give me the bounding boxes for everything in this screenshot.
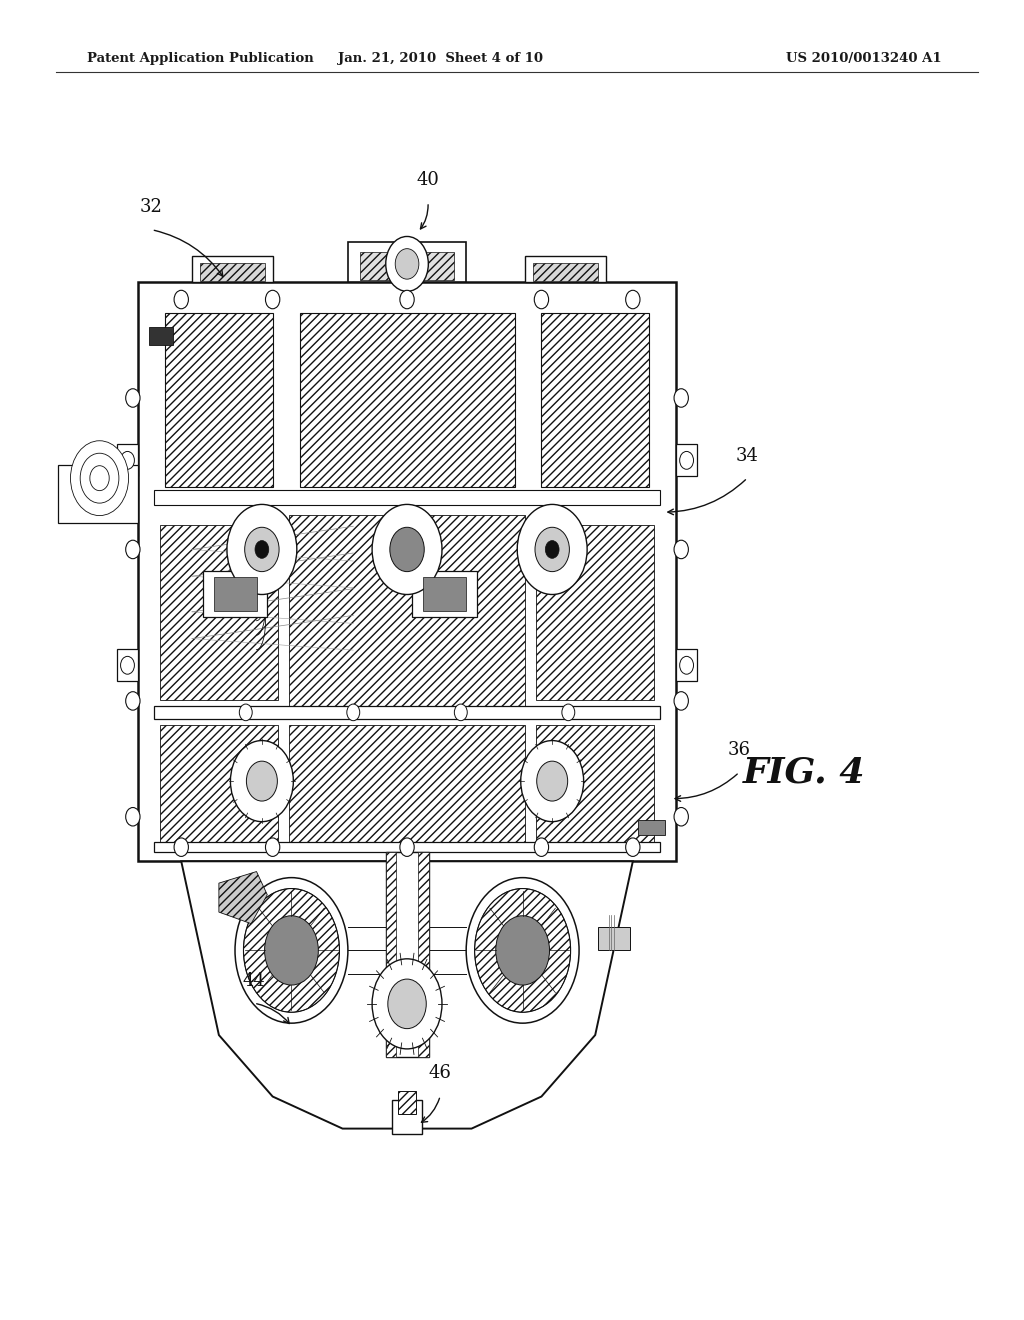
Bar <box>423 577 466 611</box>
Circle shape <box>475 888 570 1012</box>
Text: Patent Application Publication: Patent Application Publication <box>87 53 313 65</box>
Bar <box>117 649 138 681</box>
Bar <box>676 649 697 681</box>
Text: 44: 44 <box>243 972 265 990</box>
Bar <box>214 577 256 611</box>
Bar <box>155 706 659 718</box>
Bar <box>525 256 606 282</box>
Circle shape <box>562 704 574 721</box>
Circle shape <box>372 504 442 594</box>
Circle shape <box>121 656 134 675</box>
Circle shape <box>90 466 110 491</box>
Circle shape <box>680 451 693 470</box>
Circle shape <box>535 290 549 309</box>
Bar <box>200 263 264 281</box>
Polygon shape <box>181 862 633 1129</box>
Circle shape <box>230 741 293 821</box>
Circle shape <box>386 236 428 292</box>
Bar <box>193 256 272 282</box>
Bar <box>534 263 598 281</box>
Circle shape <box>264 916 318 985</box>
Circle shape <box>626 838 640 857</box>
Circle shape <box>537 762 567 801</box>
Bar <box>299 313 514 487</box>
Bar <box>117 445 138 477</box>
Circle shape <box>521 741 584 821</box>
Bar <box>289 725 525 843</box>
Bar <box>542 313 649 487</box>
Text: Jan. 21, 2010  Sheet 4 of 10: Jan. 21, 2010 Sheet 4 of 10 <box>338 53 543 65</box>
Bar <box>385 853 428 1057</box>
Bar <box>537 525 654 700</box>
Circle shape <box>680 656 693 675</box>
Circle shape <box>399 838 414 857</box>
Circle shape <box>227 504 297 594</box>
Circle shape <box>126 540 140 558</box>
Circle shape <box>174 290 188 309</box>
Text: FIG. 4: FIG. 4 <box>742 755 865 789</box>
Circle shape <box>174 838 188 857</box>
Circle shape <box>244 888 339 1012</box>
Circle shape <box>255 541 268 558</box>
Text: 46: 46 <box>429 1064 452 1082</box>
Circle shape <box>265 838 280 857</box>
Circle shape <box>265 290 280 309</box>
Circle shape <box>546 541 559 558</box>
Bar <box>359 252 455 280</box>
Circle shape <box>674 389 688 408</box>
Text: 36: 36 <box>728 741 751 759</box>
Bar <box>150 327 173 345</box>
Bar <box>413 570 477 618</box>
Text: US 2010/0013240 A1: US 2010/0013240 A1 <box>786 53 942 65</box>
Bar <box>418 853 429 1057</box>
Circle shape <box>455 704 467 721</box>
Polygon shape <box>219 871 267 924</box>
Circle shape <box>80 453 119 503</box>
Circle shape <box>372 958 442 1049</box>
Circle shape <box>496 916 550 985</box>
Circle shape <box>388 979 426 1028</box>
Bar <box>203 570 267 618</box>
Circle shape <box>399 290 414 309</box>
Circle shape <box>347 704 359 721</box>
Bar <box>398 1090 416 1114</box>
Circle shape <box>121 451 134 470</box>
Circle shape <box>236 878 348 1023</box>
Circle shape <box>626 290 640 309</box>
Circle shape <box>245 527 280 572</box>
Bar <box>392 1100 422 1134</box>
Bar <box>160 725 279 843</box>
Text: 34: 34 <box>736 446 759 465</box>
Circle shape <box>674 808 688 826</box>
Bar <box>160 525 279 700</box>
Bar <box>638 820 666 834</box>
Circle shape <box>126 808 140 826</box>
Circle shape <box>240 704 252 721</box>
Bar <box>57 465 138 523</box>
Circle shape <box>71 441 129 516</box>
Circle shape <box>390 527 424 572</box>
Circle shape <box>674 540 688 558</box>
Bar <box>289 515 525 710</box>
Bar <box>537 725 654 843</box>
Circle shape <box>126 389 140 408</box>
Circle shape <box>535 527 569 572</box>
Bar <box>598 927 630 950</box>
Circle shape <box>126 692 140 710</box>
Circle shape <box>247 762 278 801</box>
Bar <box>348 242 466 282</box>
Circle shape <box>466 878 580 1023</box>
Text: 32: 32 <box>140 198 163 216</box>
Circle shape <box>535 838 549 857</box>
Bar <box>676 445 697 477</box>
Bar <box>155 842 659 853</box>
Circle shape <box>395 248 419 279</box>
Circle shape <box>674 692 688 710</box>
Bar <box>165 313 272 487</box>
Bar <box>138 282 676 862</box>
Text: 40: 40 <box>417 170 439 189</box>
Circle shape <box>517 504 587 594</box>
Bar <box>385 853 396 1057</box>
Bar <box>155 491 659 506</box>
